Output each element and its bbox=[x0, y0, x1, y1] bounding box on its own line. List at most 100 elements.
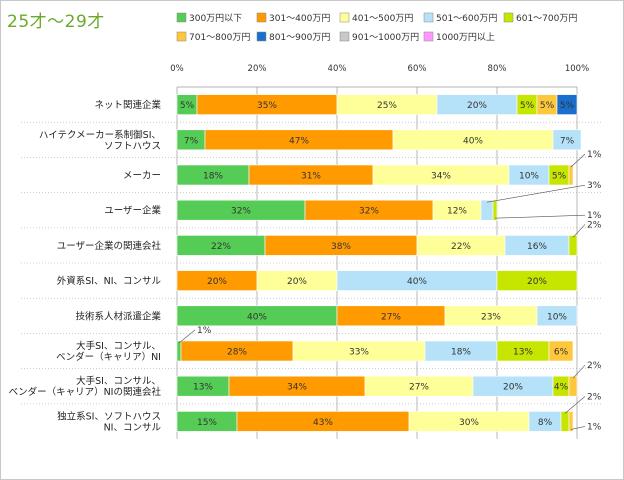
data-label: 47% bbox=[289, 136, 309, 146]
x-tick-label: 80% bbox=[488, 64, 507, 74]
legend-swatch bbox=[339, 12, 350, 23]
data-label: 12% bbox=[447, 207, 467, 217]
data-label: 32% bbox=[231, 207, 251, 217]
legend-swatch bbox=[176, 12, 187, 23]
data-label: 7% bbox=[184, 136, 199, 146]
category-label: ベンダー（キャリア）NIの関連会社 bbox=[9, 386, 162, 398]
bar-segment bbox=[560, 411, 570, 432]
legend-label: 1000万円以上 bbox=[436, 32, 495, 43]
callout-leader bbox=[564, 396, 586, 414]
data-label: 5% bbox=[560, 101, 575, 111]
data-label: 34% bbox=[287, 383, 307, 393]
data-label: 22% bbox=[211, 242, 231, 252]
bar-segment bbox=[568, 164, 574, 186]
data-label: 25% bbox=[377, 101, 397, 111]
data-label: 13% bbox=[193, 383, 213, 393]
data-label: 40% bbox=[463, 136, 483, 146]
bar-segment bbox=[568, 235, 578, 256]
data-label: 38% bbox=[331, 242, 351, 252]
category-label: ハイテクメーカー系制御SI、 bbox=[39, 129, 161, 141]
data-label: 27% bbox=[409, 383, 429, 393]
legend-label: 301～400万円 bbox=[269, 13, 330, 24]
callout-label: 2% bbox=[587, 220, 602, 230]
data-label: 20% bbox=[207, 277, 227, 287]
data-label: 10% bbox=[519, 172, 539, 182]
data-label: 18% bbox=[451, 348, 471, 358]
data-label: 10% bbox=[547, 312, 567, 322]
data-label: 20% bbox=[467, 101, 487, 111]
x-tick-label: 20% bbox=[248, 64, 267, 74]
category-label: ベンダー（キャリア）NI bbox=[56, 351, 161, 363]
data-label: 20% bbox=[503, 383, 523, 393]
chart-title: 25才～29才 bbox=[7, 12, 105, 32]
data-label: 28% bbox=[227, 348, 247, 358]
bar-segment bbox=[536, 305, 578, 327]
callout-label: 1% bbox=[587, 211, 602, 221]
data-label: 13% bbox=[513, 348, 533, 358]
data-label: 5% bbox=[540, 101, 555, 111]
data-label: 5% bbox=[552, 172, 567, 182]
callout-leader bbox=[494, 214, 586, 219]
bar-segment bbox=[552, 129, 582, 151]
bar-segment bbox=[496, 270, 578, 291]
callout-label: 2% bbox=[587, 392, 602, 402]
category-label: 大手SI、コンサル、 bbox=[76, 375, 161, 387]
category-label: ユーザー企業の関連会社 bbox=[57, 240, 162, 252]
legend-swatch bbox=[256, 12, 267, 23]
category-label: ユーザー企業 bbox=[104, 205, 161, 217]
category-label: 独立系SI、ソフトハウス bbox=[57, 410, 161, 422]
data-label: 31% bbox=[301, 172, 321, 182]
callout-leader bbox=[572, 224, 586, 238]
legend-label: 401～500万円 bbox=[352, 13, 413, 24]
category-label: NI、コンサル bbox=[104, 422, 162, 433]
data-label: 40% bbox=[247, 312, 267, 322]
callout-leader bbox=[486, 184, 586, 203]
x-tick-label: 0% bbox=[170, 64, 184, 74]
callout-label: 2% bbox=[587, 361, 602, 371]
category-label: 外資系SI、NI、コンサル bbox=[57, 275, 162, 287]
legend-label: 300万円以下 bbox=[189, 13, 242, 24]
bar-segment bbox=[548, 340, 574, 362]
bar-segment bbox=[568, 411, 574, 432]
legend-swatch bbox=[256, 31, 267, 42]
legend-swatch bbox=[176, 31, 187, 42]
data-label: 16% bbox=[527, 242, 547, 252]
bar-segment bbox=[556, 94, 578, 115]
data-label: 18% bbox=[203, 172, 223, 182]
category-label: ソフトハウス bbox=[104, 141, 161, 152]
data-label: 32% bbox=[359, 207, 379, 217]
legend-swatch bbox=[339, 31, 350, 42]
legend-swatch bbox=[503, 12, 514, 23]
x-tick-label: 100% bbox=[565, 64, 589, 74]
data-label: 15% bbox=[197, 418, 217, 428]
bar-segment bbox=[568, 375, 578, 397]
callout-leader bbox=[572, 364, 586, 379]
data-label: 22% bbox=[451, 242, 471, 252]
data-label: 8% bbox=[538, 418, 553, 428]
category-label: 大手SI、コンサル、 bbox=[76, 340, 161, 352]
data-label: 7% bbox=[560, 136, 575, 146]
data-label: 5% bbox=[180, 101, 195, 111]
legend-label: 801～900万円 bbox=[269, 32, 330, 43]
x-tick-label: 40% bbox=[328, 64, 347, 74]
legend-label: 501～600万円 bbox=[436, 13, 497, 24]
legend-label: 701～800万円 bbox=[189, 32, 250, 43]
data-label: 43% bbox=[313, 418, 333, 428]
callout-leader bbox=[570, 153, 586, 168]
data-label: 23% bbox=[481, 312, 501, 322]
data-label: 20% bbox=[527, 277, 547, 287]
legend-swatch bbox=[423, 31, 434, 42]
callout-label: 3% bbox=[587, 181, 602, 191]
callout-label: 1% bbox=[197, 326, 212, 336]
callout-leader bbox=[570, 426, 586, 430]
bar-segment bbox=[480, 199, 494, 221]
data-label: 33% bbox=[349, 348, 369, 358]
category-label: 技術系人材派遣企業 bbox=[75, 310, 161, 322]
data-label: 35% bbox=[257, 101, 277, 111]
data-label: 30% bbox=[459, 418, 479, 428]
category-label: メーカー bbox=[123, 171, 161, 182]
legend-swatch bbox=[423, 12, 434, 23]
callout-label: 1% bbox=[587, 150, 602, 160]
data-label: 34% bbox=[431, 172, 451, 182]
